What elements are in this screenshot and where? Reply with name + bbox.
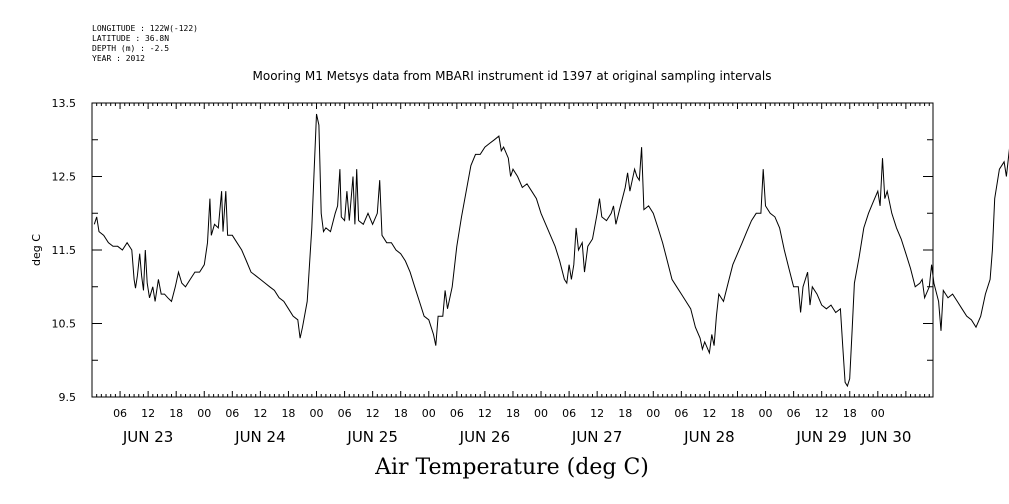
y-tick-label: 11.5 — [52, 244, 77, 257]
x-day-label: JUN 28 — [683, 428, 734, 446]
meta-year: YEAR : 2012 — [92, 54, 145, 63]
x-hour-label: 18 — [394, 407, 408, 420]
x-day-label: JUN 23 — [122, 428, 173, 446]
x-hour-label: 18 — [169, 407, 183, 420]
x-hour-label: 18 — [506, 407, 520, 420]
x-hour-label: 06 — [674, 407, 688, 420]
x-day-label: JUN 24 — [234, 428, 285, 446]
y-axis: 9.5 10.5 11.5 12.5 13.5 — [52, 97, 933, 404]
x-hour-label: 12 — [253, 407, 267, 420]
y-tick-label: 10.5 — [52, 318, 77, 331]
chart-title: Mooring M1 Metsys data from MBARI instru… — [253, 69, 772, 83]
y-tick-label: 12.5 — [52, 171, 77, 184]
x-day-label: JUN 30 — [860, 428, 911, 446]
x-day-label: JUN 27 — [571, 428, 622, 446]
x-hour-label: 00 — [422, 407, 436, 420]
y-tick-label: 9.5 — [59, 391, 77, 404]
x-hour-label: 00 — [871, 407, 885, 420]
x-day-label: JUN 25 — [346, 428, 397, 446]
x-axis-label: Air Temperature (deg C) — [374, 455, 649, 480]
x-hour-label: 06 — [450, 407, 464, 420]
y-tick-label: 13.5 — [52, 97, 77, 110]
meta-depth: DEPTH (m) : -2.5 — [92, 44, 169, 53]
x-hour-label: 06 — [562, 407, 576, 420]
x-hour-label: 06 — [787, 407, 801, 420]
meta-longitude: LONGITUDE : 122W(-122) — [92, 24, 198, 33]
x-day-label: JUN 29 — [795, 428, 846, 446]
series-line — [93, 113, 1009, 388]
x-hour-label: 18 — [618, 407, 632, 420]
y-axis-label: deg C — [30, 234, 43, 266]
x-hour-label: 06 — [113, 407, 127, 420]
x-hour-label: 00 — [534, 407, 548, 420]
x-hour-label: 18 — [281, 407, 295, 420]
x-day-label: JUN 26 — [459, 428, 510, 446]
x-hour-label: 00 — [646, 407, 660, 420]
x-hour-label: 12 — [141, 407, 155, 420]
x-hour-label: 18 — [843, 407, 857, 420]
metadata-header: LONGITUDE : 122W(-122) LATITUDE : 36.8N … — [92, 24, 198, 63]
plot-frame — [91, 102, 934, 398]
x-hour-label: 12 — [815, 407, 829, 420]
x-hour-label: 12 — [702, 407, 716, 420]
x-hour-label: 12 — [366, 407, 380, 420]
series-group — [93, 113, 1009, 388]
x-hour-label: 06 — [338, 407, 352, 420]
x-hour-label: 00 — [197, 407, 211, 420]
x-hour-label: 12 — [478, 407, 492, 420]
x-hour-label: 00 — [310, 407, 324, 420]
x-axis: 06 12 18 00 06 12 18 00 06 12 18 00 06 12 18 00 06 12 18 00… — [91, 103, 930, 446]
x-hour-label: 12 — [590, 407, 604, 420]
x-hour-label: 18 — [730, 407, 744, 420]
meta-latitude: LATITUDE : 36.8N — [92, 34, 169, 43]
x-hour-label: 00 — [759, 407, 773, 420]
x-hour-label: 06 — [225, 407, 239, 420]
